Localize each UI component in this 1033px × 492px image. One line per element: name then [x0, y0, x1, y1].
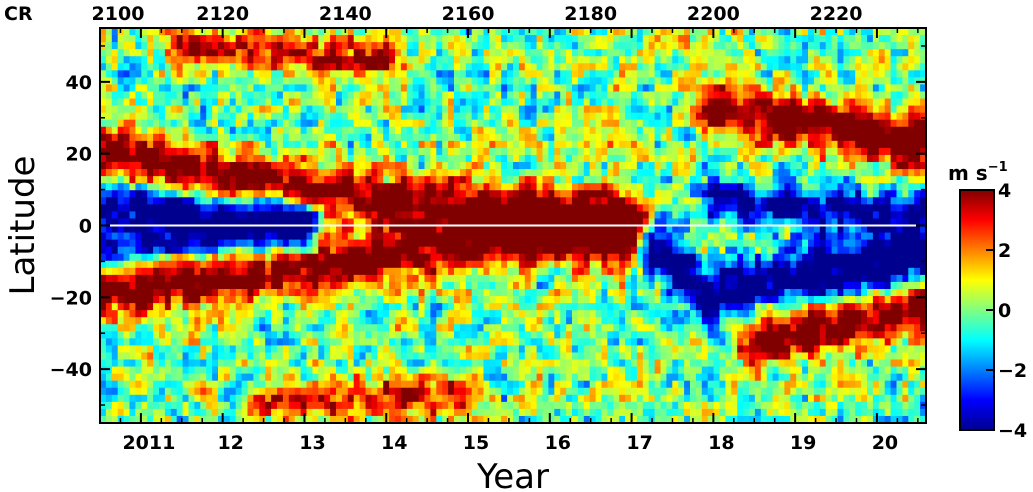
- cr-tick-label: 2140: [319, 3, 372, 25]
- x-tick-label: 2011: [122, 432, 175, 454]
- colorbar-unit-label: m s−1: [948, 160, 1008, 185]
- cr-tick-label: 2160: [442, 3, 495, 25]
- x-tick-label: 19: [790, 432, 816, 454]
- cr-tick-label: 2180: [564, 3, 617, 25]
- colorbar-tick-label: 4: [998, 180, 1011, 202]
- y-tick-label: 40: [66, 72, 92, 94]
- x-tick-labels: 2011 12 13 14 15 16 17 18 19 20: [122, 432, 898, 454]
- cr-tick-label: 2120: [196, 3, 249, 25]
- cr-tick-label: 2220: [810, 3, 863, 25]
- colorbar-unit-base: m s: [948, 161, 988, 185]
- colorbar-tick-label: 2: [998, 240, 1011, 262]
- y-tick-label: 20: [66, 144, 92, 166]
- y-axis-title: Latitude: [3, 156, 43, 296]
- x-tick-label: 15: [463, 432, 489, 454]
- axis-ticks: [99, 28, 926, 423]
- heatmap-cells: [100, 28, 927, 424]
- cr-prefix-label: CR: [4, 3, 33, 25]
- colorbar-tick-label: −2: [998, 360, 1027, 382]
- y-tick-labels: 40 20 0 −20 −40: [50, 72, 92, 381]
- colorbar-ticks: 4 2 0 −2 −4: [986, 180, 1027, 442]
- cr-tick-label: 2200: [687, 3, 740, 25]
- x-tick-label: 12: [217, 432, 243, 454]
- x-tick-label: 14: [381, 432, 407, 454]
- x-tick-label: 16: [545, 432, 571, 454]
- carrington-rotation-labels: 2100 2120 2140 2160 2180 2200 2220 CR: [4, 3, 862, 25]
- y-tick-label: −40: [50, 359, 92, 381]
- colorbar-tick-label: 0: [998, 300, 1011, 322]
- y-tick-label: −20: [50, 287, 92, 309]
- colorbar-unit-exponent: −1: [988, 160, 1008, 175]
- colorbar-tick-label: −4: [998, 420, 1027, 442]
- x-tick-label: 18: [708, 432, 734, 454]
- y-tick-label: 0: [79, 216, 92, 238]
- x-axis-title: Year: [476, 457, 549, 492]
- x-tick-label: 13: [299, 432, 325, 454]
- cr-tick-label: 2100: [92, 3, 145, 25]
- x-tick-label: 20: [872, 432, 898, 454]
- x-tick-label: 17: [626, 432, 652, 454]
